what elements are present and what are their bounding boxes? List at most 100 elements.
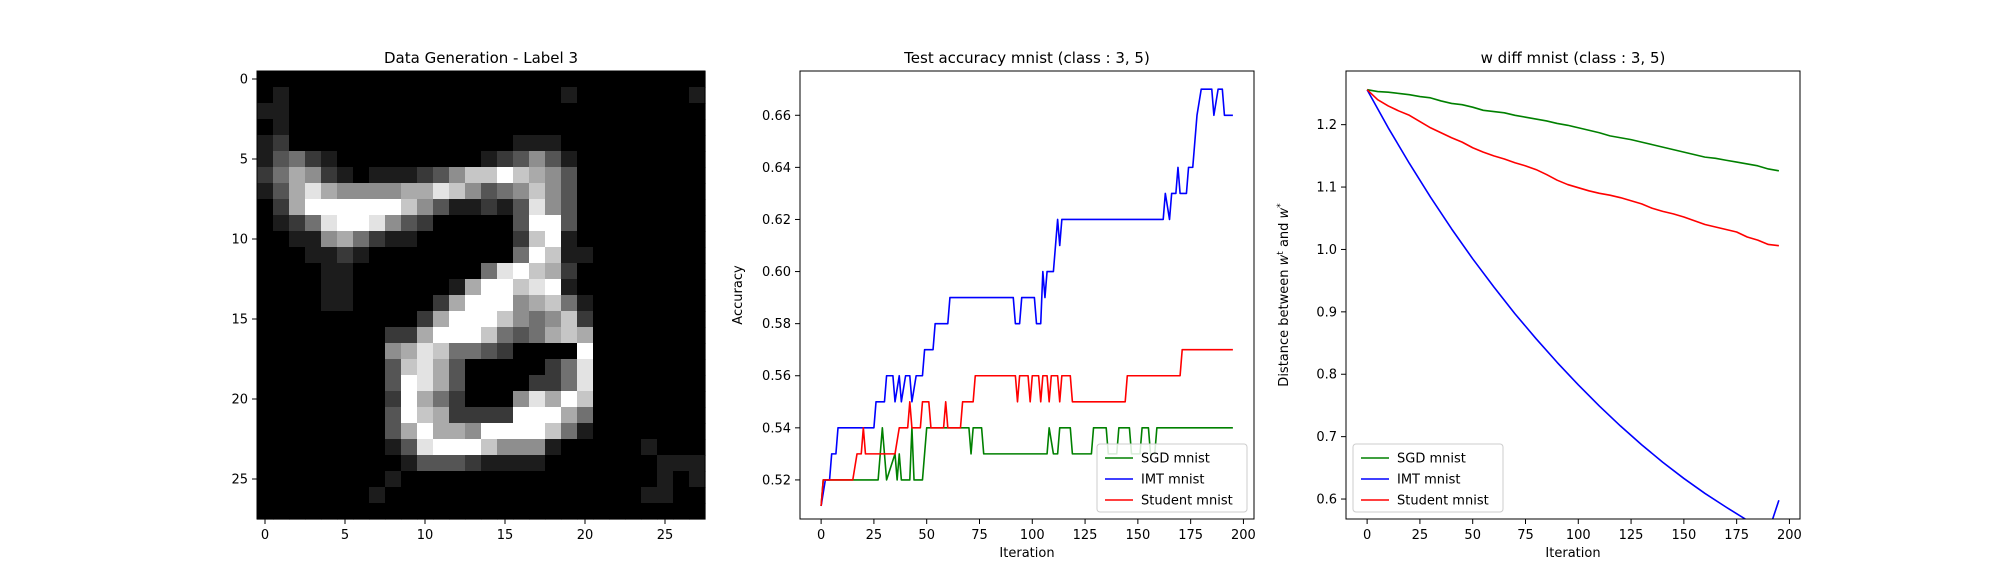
y-axis-label-var: w (1277, 254, 1292, 265)
heatmap-cell (593, 455, 610, 472)
heatmap-cell (481, 279, 498, 296)
heatmap-cell (401, 71, 418, 88)
heatmap-cell (337, 231, 354, 248)
heatmap-cell (385, 215, 402, 232)
heatmap-cell (369, 311, 386, 328)
heatmap-cell (273, 215, 290, 232)
heatmap-cell (273, 135, 290, 152)
heatmap-cell (289, 391, 306, 408)
heatmap-cell (449, 119, 466, 136)
heatmap-cell (401, 471, 418, 488)
heatmap-cell (321, 135, 338, 152)
heatmap-cell (337, 135, 354, 152)
legend-frame (1096, 443, 1248, 513)
heatmap-cell (385, 343, 402, 360)
heatmap-cell (481, 311, 498, 328)
heatmap-cell (625, 103, 642, 120)
heatmap-cell (513, 391, 530, 408)
heatmap-cell (449, 87, 466, 104)
heatmap-cell (513, 87, 530, 104)
heatmap-cell (385, 359, 402, 376)
heatmap-cell (481, 135, 498, 152)
heatmap-cell (481, 439, 498, 456)
heatmap-cell (689, 503, 706, 520)
x-tick-label: 5 (341, 528, 349, 543)
heatmap-cell (689, 423, 706, 440)
heatmap-cell (321, 391, 338, 408)
heatmap-cell (257, 423, 274, 440)
heatmap-cell (625, 455, 642, 472)
heatmap-cell (385, 103, 402, 120)
heatmap-cell (449, 231, 466, 248)
heatmap-cell (481, 215, 498, 232)
heatmap-cell (513, 119, 530, 136)
heatmap-cell (449, 247, 466, 264)
heatmap-cell (289, 423, 306, 440)
heatmap-cell (561, 71, 578, 88)
heatmap-cell (273, 231, 290, 248)
x-tick-label: 125 (1073, 528, 1098, 543)
heatmap-cell (273, 455, 290, 472)
heatmap-cell (417, 151, 434, 168)
heatmap-cell (609, 471, 626, 488)
heatmap-cell (529, 343, 546, 360)
heatmap-cell (593, 423, 610, 440)
heatmap-cell (337, 279, 354, 296)
heatmap-cell (417, 295, 434, 312)
heatmap-cell (513, 71, 530, 88)
x-tick-label: 0 (1363, 528, 1371, 543)
heatmap-cell (433, 231, 450, 248)
heatmap-cell (305, 359, 322, 376)
heatmap-cell (657, 231, 674, 248)
heatmap-cell (321, 327, 338, 344)
heatmap-cell (609, 263, 626, 280)
heatmap-cell (625, 471, 642, 488)
heatmap-cell (337, 455, 354, 472)
heatmap-cell (657, 407, 674, 424)
heatmap-cell (465, 487, 482, 504)
heatmap-cell (561, 215, 578, 232)
series-line (820, 88, 1233, 507)
heatmap-cell (401, 231, 418, 248)
heatmap-cell (673, 151, 690, 168)
heatmap-cell (337, 343, 354, 360)
heatmap-cell (609, 391, 626, 408)
heatmap-cell (561, 183, 578, 200)
heatmap-cell (465, 151, 482, 168)
heatmap-cell (609, 359, 626, 376)
heatmap-cell (497, 407, 514, 424)
heatmap-cell (289, 247, 306, 264)
heatmap-cell (289, 87, 306, 104)
heatmap-cell (369, 247, 386, 264)
heatmap-cell (353, 247, 370, 264)
heatmap-cell (257, 199, 274, 216)
y-tick-label: 15 (231, 313, 248, 328)
heatmap-cell (273, 295, 290, 312)
heatmap-cell (401, 407, 418, 424)
heatmap-cell (401, 151, 418, 168)
heatmap-cell (689, 311, 706, 328)
heatmap-cell (609, 407, 626, 424)
heatmap-cell (673, 279, 690, 296)
heatmap-cell (465, 119, 482, 136)
heatmap-cell (449, 103, 466, 120)
y-tick-label: 0.8 (1316, 368, 1337, 383)
heatmap-cell (497, 455, 514, 472)
y-tick-label: 1.1 (1316, 181, 1337, 196)
heatmap-cell (673, 167, 690, 184)
heatmap-cell (257, 455, 274, 472)
heatmap-cell (625, 167, 642, 184)
y-tick-label: 0.9 (1316, 305, 1337, 320)
y-axis-label-sup: t (1276, 251, 1286, 255)
heatmap-cell (273, 407, 290, 424)
heatmap-cell (289, 327, 306, 344)
heatmap-cell (657, 423, 674, 440)
heatmap-cell (385, 183, 402, 200)
heatmap-cell (417, 423, 434, 440)
x-tick-label: 75 (1517, 528, 1534, 543)
heatmap-cell (401, 423, 418, 440)
heatmap-cell (465, 455, 482, 472)
heatmap-cell (529, 215, 546, 232)
heatmap-cell (673, 471, 690, 488)
heatmap-cell (561, 151, 578, 168)
